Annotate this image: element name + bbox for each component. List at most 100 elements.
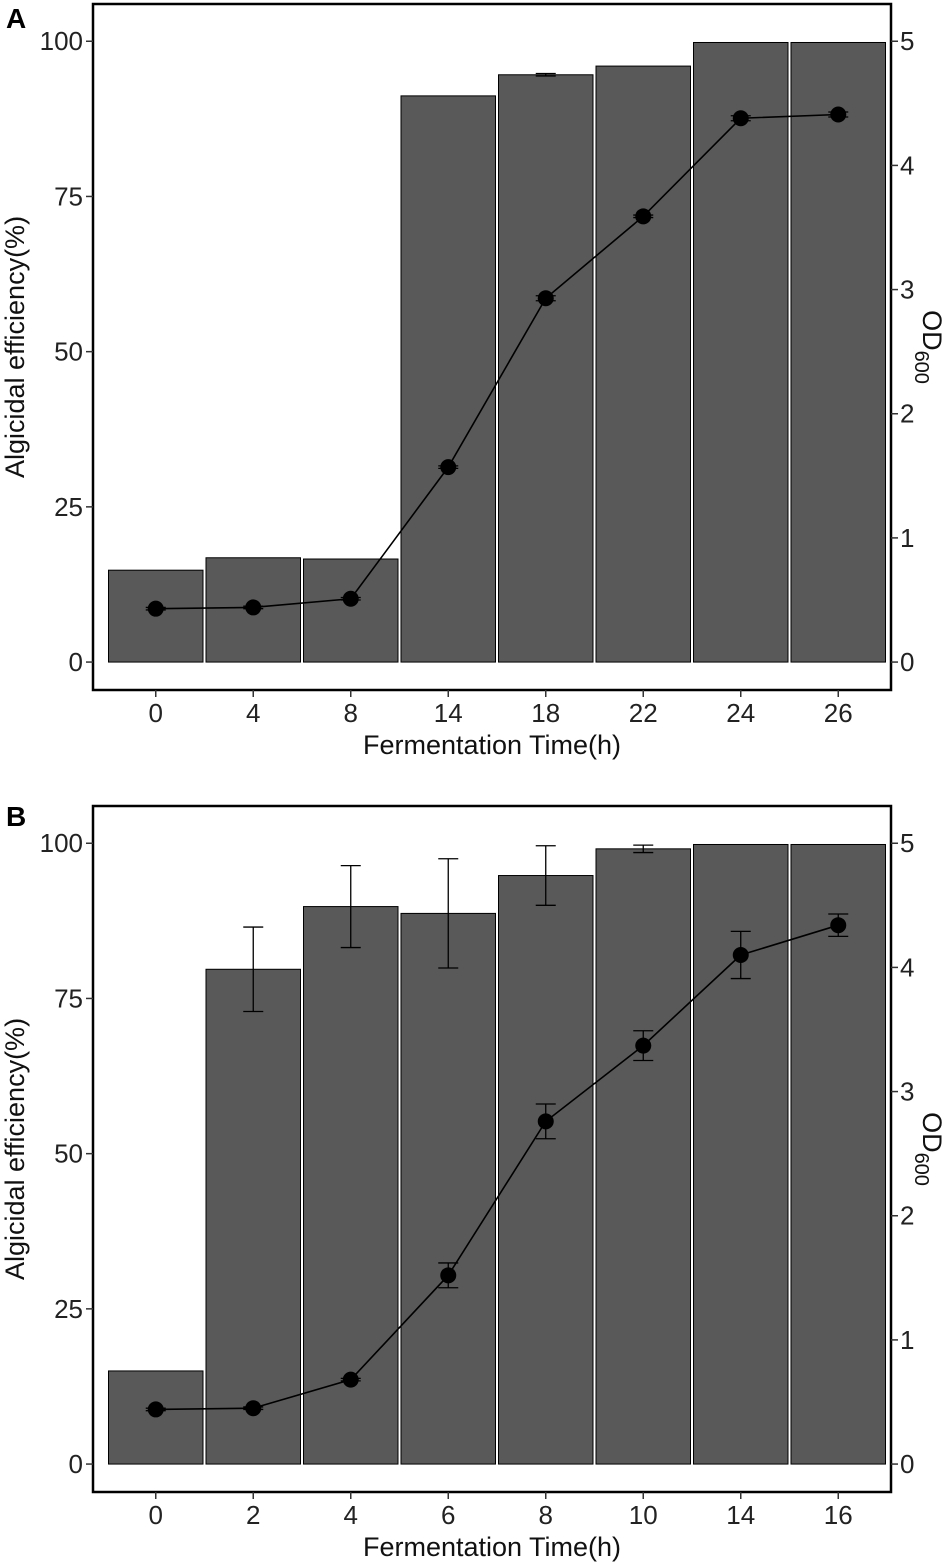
svg-text:OD600: OD600 [910,310,947,384]
panel-b-od-point [245,1400,262,1417]
panel-a-od-point [732,110,749,127]
panel-b-x-axis-title: Fermentation Time(h) [363,1532,621,1562]
panel-b-y2-tick-label: 4 [900,952,914,982]
panel-a-label: A [6,3,26,34]
panel-a-y-tick-label: 0 [69,647,83,677]
panel-b-right-axis: 0 1 2 3 4 5 [891,828,914,1479]
panel-b-y2-title-subscript: 600 [910,1153,932,1186]
panel-a: A 0 25 50 75 100 0 1 2 3 4 5 0 4 8 14 18 22 24 26 Fermen… [0,2,947,760]
panel-b-bar [108,1370,204,1465]
panel-a-y2-title-subscript: 600 [910,351,932,384]
panel-b: B 0 25 50 75 100 0 1 2 3 4 5 0 2 4 6 8 10 14 16 Fermenta… [0,801,947,1562]
panel-b-od-point [147,1401,164,1418]
panel-a-bar [303,558,399,663]
panel-b-y2-tick-label: 2 [900,1201,914,1231]
panel-b-x-tick-label: 0 [149,1500,163,1530]
panel-b-bar-error [535,845,556,906]
panel-b-x-tick-label: 2 [246,1500,260,1530]
panel-a-y2-tick-label: 5 [900,26,914,56]
panel-a-y-tick-label: 100 [40,26,83,56]
panel-b-od-point [537,1113,554,1130]
panel-a-x-axis-title: Fermentation Time(h) [363,730,621,760]
panel-a-y2-tick-label: 0 [900,647,914,677]
panel-a-x-tick-label: 8 [344,698,358,728]
panel-a-y-tick-label: 25 [54,492,83,522]
panel-b-x-tick-label: 10 [629,1500,658,1530]
panel-a-bar [108,569,204,663]
panel-b-od-point [440,1267,457,1284]
panel-a-y-axis-title: Algicidal efficiency(%) [0,216,30,478]
panel-a-od-point [440,459,457,476]
panel-b-y2-axis-title: OD600 [910,1112,947,1186]
panel-a-x-axis: 0 4 8 14 18 22 24 26 [149,690,853,728]
panel-a-od-point [537,290,554,307]
panel-a-x-tick-label: 22 [629,698,658,728]
panel-b-y-tick-label: 75 [54,983,83,1013]
panel-b-x-tick-label: 14 [726,1500,755,1530]
panel-a-x-tick-label: 0 [149,698,163,728]
panel-b-bar [303,906,399,1465]
panel-b-bar [205,968,301,1465]
panel-a-y2-tick-label: 3 [900,275,914,305]
panel-a-error-bars [535,72,556,77]
panel-a-y2-axis-title: OD600 [910,310,947,384]
panel-b-bar [498,875,594,1465]
panel-a-bar [790,41,886,663]
panel-a-plot-frame [91,2,893,692]
panel-a-x-tick-label: 14 [434,698,463,728]
panel-b-x-tick-label: 8 [539,1500,553,1530]
panel-a-y2-tick-label: 2 [900,399,914,429]
panel-b-od-point [830,917,847,934]
panel-a-od-series [145,106,849,617]
panel-b-y2-tick-label: 5 [900,828,914,858]
panel-b-bar-error [243,926,264,1013]
panel-a-bar [498,74,594,663]
panel-b-bar-error [438,858,459,969]
panel-b-y-axis-title: Algicidal efficiency(%) [0,1018,30,1280]
panel-a-x-tick-label: 18 [531,698,560,728]
panel-b-bar [400,912,496,1465]
panel-a-od-point [245,599,262,616]
panel-b-od-line [155,924,839,1411]
panel-b-bar [790,843,886,1465]
panel-b-error-bars [243,844,654,1013]
panel-a-bars [108,41,886,663]
panel-b-x-tick-label: 6 [441,1500,455,1530]
panel-b-left-axis: 0 25 50 75 100 [40,828,93,1479]
panel-b-od-series [145,913,849,1418]
panel-a-od-point [830,106,847,123]
panel-b-bar-error [633,844,654,854]
panel-b-plot-frame [91,804,893,1494]
panel-b-od-point [635,1037,652,1054]
panel-a-right-axis: 0 1 2 3 4 5 [891,26,914,677]
panel-a-bar [595,65,691,663]
panel-b-od-point [732,946,749,963]
panel-b-x-tick-label: 16 [824,1500,853,1530]
panel-a-y2-title-main: OD [917,310,947,351]
panel-a-y2-tick-label: 1 [900,523,914,553]
panel-a-od-point [342,590,359,607]
panel-a-od-point [635,208,652,225]
panel-a-bar-error [535,72,556,77]
panel-a-y-tick-label: 50 [54,337,83,367]
panel-a-x-tick-label: 24 [726,698,755,728]
panel-b-y2-tick-label: 0 [900,1449,914,1479]
panel-b-label: B [6,801,26,832]
panel-a-bar [693,41,789,663]
panel-b-bars [108,843,886,1465]
panel-b-y-tick-label: 100 [40,828,83,858]
panel-b-bar-error [340,864,361,949]
panel-a-od-point [147,600,164,617]
panel-a-x-tick-label: 4 [246,698,260,728]
panel-b-x-axis: 0 2 4 6 8 10 14 16 [149,1492,853,1530]
panel-a-left-axis: 0 25 50 75 100 [40,26,93,677]
panel-a-bar [400,95,496,663]
panel-b-y-tick-label: 50 [54,1139,83,1169]
svg-text:OD600: OD600 [910,1112,947,1186]
panel-b-y2-tick-label: 3 [900,1077,914,1107]
panel-b-x-tick-label: 4 [344,1500,358,1530]
panel-b-od-point [342,1371,359,1388]
panel-b-y-tick-label: 0 [69,1449,83,1479]
panel-a-y2-tick-label: 4 [900,150,914,180]
